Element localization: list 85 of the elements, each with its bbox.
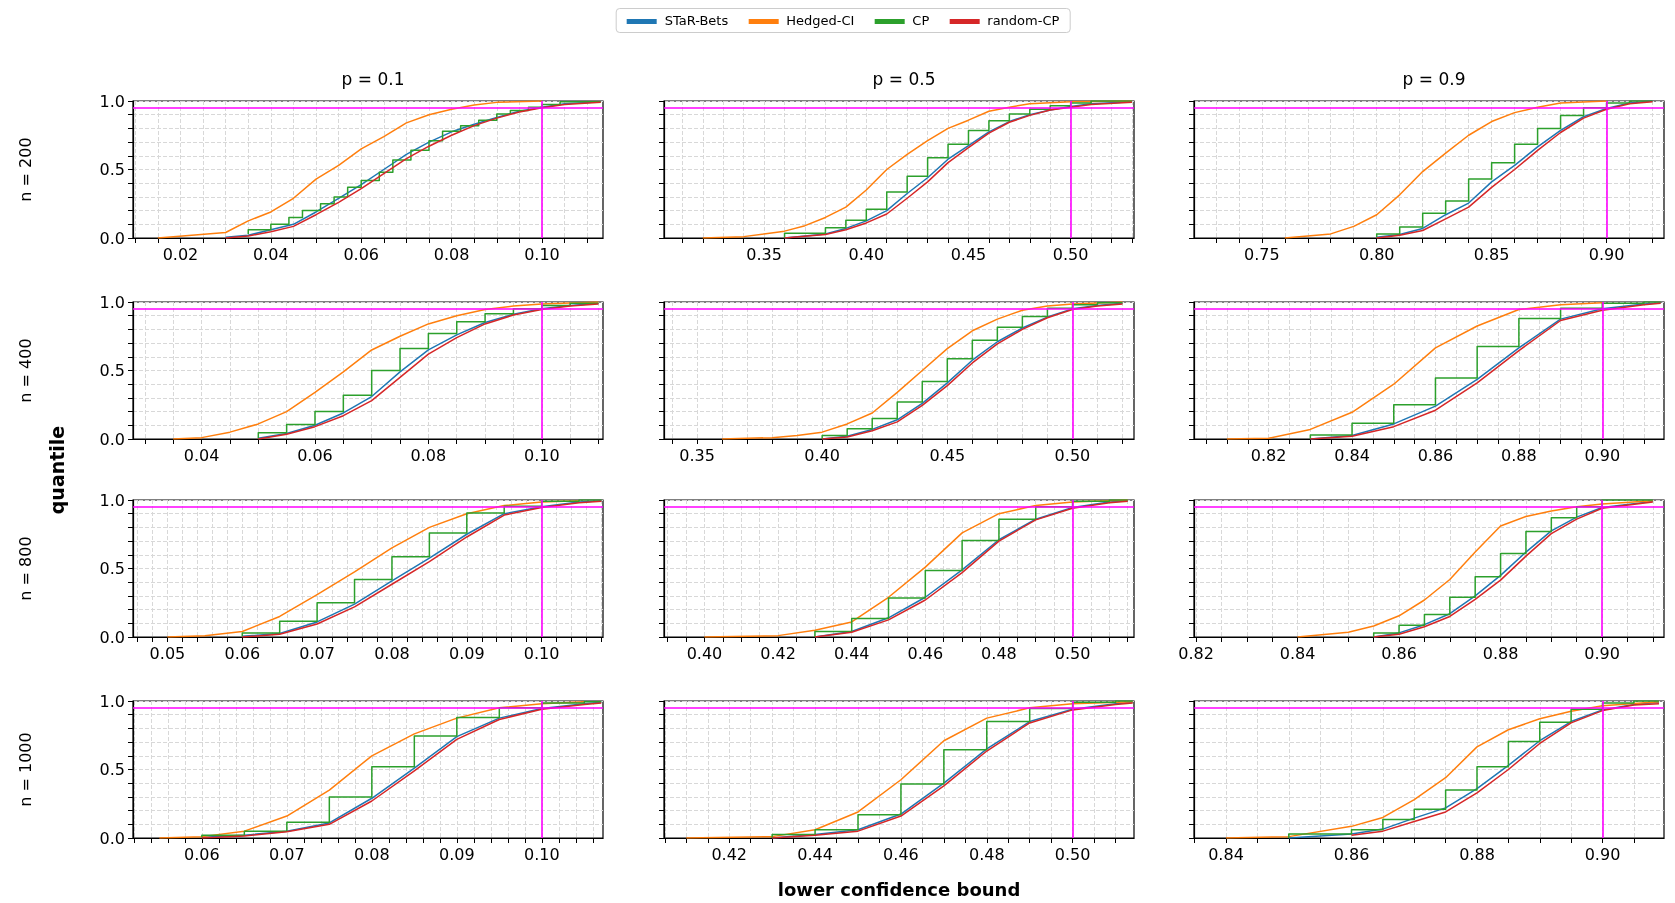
y-tick-label: 0.0 [99, 627, 125, 647]
x-tick-label: 0.42 [760, 643, 796, 663]
chart-title: p = 0.1 [341, 68, 405, 89]
y-tick-label: 0.5 [99, 361, 125, 380]
x-axis-title: lower confidence bound [777, 878, 1021, 900]
x-tick-label: 0.06 [184, 844, 220, 864]
line-series [166, 499, 580, 638]
y-axis-title: n = 800 [15, 536, 35, 601]
y-tick-label: 1.0 [99, 91, 125, 111]
legend-label: CP [911, 13, 930, 28]
x-tick-label: 0.50 [1054, 844, 1091, 864]
y-axis-title: n = 1000 [15, 732, 35, 807]
x-tick-label: 0.86 [1381, 643, 1417, 663]
x-tick-label: 0.44 [833, 643, 870, 663]
x-tick-label: 0.90 [1584, 445, 1621, 465]
x-tick-label: 0.45 [929, 445, 966, 465]
x-tick-label: 0.42 [711, 844, 748, 864]
x-tick-label: 0.50 [1054, 643, 1091, 663]
legend-label: Hedged-CI [785, 13, 855, 28]
x-tick-label: 0.09 [439, 844, 475, 864]
x-tick-label: 0.40 [686, 643, 723, 663]
legend-label: random-CP [986, 13, 1060, 28]
x-tick-label: 0.09 [448, 643, 485, 663]
y-tick-label: 0.5 [99, 559, 125, 578]
x-tick-label: 0.50 [1052, 244, 1089, 264]
x-tick-label: 0.35 [679, 445, 715, 465]
x-tick-label: 0.85 [1473, 244, 1510, 264]
x-tick-label: 0.84 [1279, 643, 1316, 663]
text: quantile [46, 425, 68, 515]
x-tick-label: 0.80 [1358, 244, 1395, 264]
x-tick-label: 0.10 [524, 244, 560, 264]
x-tick-label: 0.08 [374, 643, 410, 663]
x-tick-label: 0.35 [746, 244, 782, 264]
line-series [157, 100, 543, 239]
x-tick-label: 0.88 [1482, 643, 1519, 663]
x-tick-label: 0.86 [1333, 844, 1370, 864]
x-tick-label: 0.90 [1584, 844, 1621, 864]
y-tick-label: 0.5 [99, 760, 125, 779]
x-tick-label: 0.90 [1584, 643, 1620, 663]
chart-title: p = 0.5 [872, 68, 936, 89]
y-axis-title: n = 200 [15, 137, 35, 202]
x-tick-label: 0.06 [297, 445, 333, 465]
x-tick-label: 0.10 [523, 643, 560, 663]
y-tick-label: 0.5 [99, 160, 125, 179]
x-tick-label: 0.90 [1588, 244, 1625, 264]
x-tick-label: 0.02 [162, 244, 199, 264]
x-tick-label: 0.50 [1054, 445, 1091, 465]
y-tick-label: 0.0 [99, 429, 125, 449]
x-tick-label: 0.88 [1501, 445, 1537, 465]
y-tick-label: 1.0 [99, 490, 125, 510]
x-tick-label: 0.40 [848, 244, 885, 264]
y-tick-label: 1.0 [99, 292, 125, 312]
x-tick-label: 0.48 [981, 643, 1017, 663]
x-tick-label: 0.86 [1417, 445, 1454, 465]
y-tick-label: 0.0 [99, 828, 125, 848]
x-tick-label: 0.88 [1459, 844, 1495, 864]
x-tick-label: 0.40 [804, 445, 840, 465]
x-tick-label: 0.75 [1243, 244, 1280, 264]
y-axis-title: n = 400 [15, 338, 35, 403]
x-tick-label: 0.46 [883, 844, 919, 864]
x-tick-label: 0.45 [950, 244, 987, 264]
x-tick-label: 0.48 [968, 844, 1005, 864]
x-tick-label: 0.46 [907, 643, 944, 663]
x-tick-label: 0.84 [1334, 445, 1370, 465]
x-tick-label: 0.84 [1208, 844, 1244, 864]
legend-label: STaR-Bets [663, 13, 729, 28]
x-tick-label: 0.06 [224, 643, 261, 663]
x-tick-label: 0.07 [269, 844, 305, 864]
x-tick-label: 0.06 [343, 244, 380, 264]
chart-title: p = 0.9 [1402, 68, 1466, 89]
line-series [172, 301, 600, 440]
x-tick-label: 0.05 [149, 643, 186, 663]
y-tick-label: 0.0 [99, 228, 125, 248]
x-tick-label: 0.08 [410, 445, 447, 465]
x-tick-label: 0.07 [299, 643, 335, 663]
x-tick-label: 0.08 [433, 244, 470, 264]
x-tick-label: 0.82 [1178, 643, 1214, 663]
x-tick-label: 0.04 [253, 244, 289, 264]
x-tick-label: 0.82 [1250, 445, 1287, 465]
x-tick-label: 0.04 [183, 445, 220, 465]
x-tick-label: 0.10 [523, 445, 560, 465]
x-tick-label: 0.08 [354, 844, 390, 864]
y-tick-label: 1.0 [99, 691, 125, 711]
x-tick-label: 0.10 [523, 844, 560, 864]
x-tick-label: 0.44 [797, 844, 833, 864]
